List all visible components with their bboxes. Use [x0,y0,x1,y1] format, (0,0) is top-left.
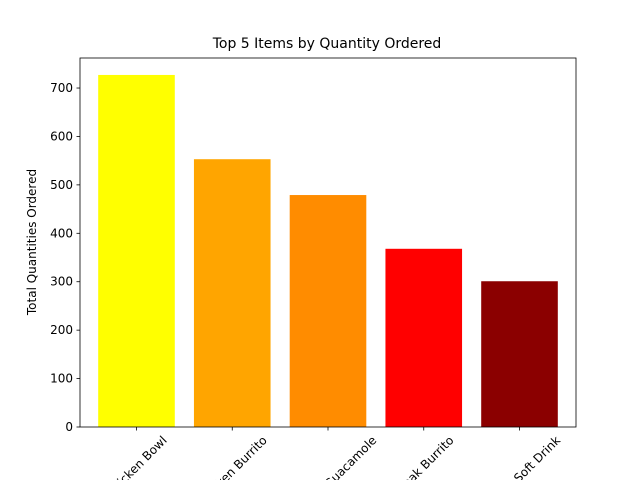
plot-frame [79,57,577,428]
x-tick-label: Chicken Bowl [103,433,169,480]
y-tick-label: 400 [50,226,73,240]
y-tick-label: 0 [65,420,73,434]
bar [385,248,463,427]
y-tick-label: 300 [50,275,73,289]
y-tick-label: 100 [50,372,73,386]
y-tick-label: 200 [50,323,73,337]
x-tick-label: Canned Soft Drink [476,433,563,480]
y-tick-label: 700 [50,81,73,95]
chart-title: Top 5 Items by Quantity Ordered [212,36,442,52]
x-tick-label: Steak Burrito [391,433,457,480]
x-tick-label: Chicken Burrito [195,433,270,480]
x-tick-label: Chips and Guacamole [277,433,380,480]
bar [193,159,271,427]
y-axis-label: Total Quantities Ordered [25,169,39,316]
bar [289,195,367,427]
bar [481,281,558,427]
y-tick-label: 600 [50,129,73,143]
y-tick-label: 500 [50,178,73,192]
bar [98,74,175,427]
